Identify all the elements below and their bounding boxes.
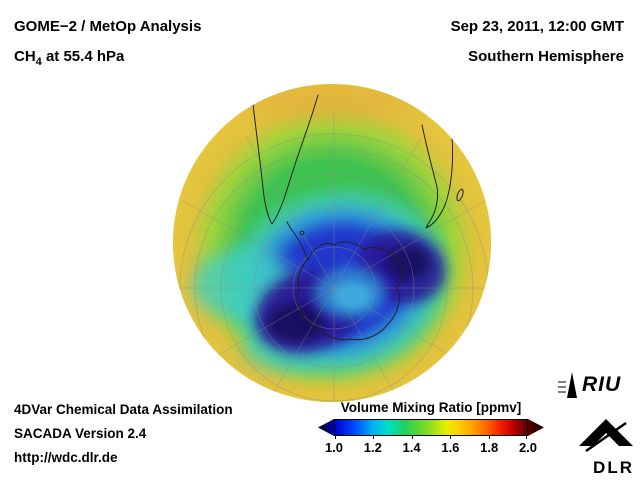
antarctic-peninsula-coastline — [286, 221, 309, 260]
colorbar-tick-labels: 1.0 1.2 1.4 1.6 1.8 2.0 — [321, 440, 541, 455]
colorbar-tickmark — [526, 435, 527, 439]
species-level-label: CH4 at 55.4 hPa — [14, 42, 201, 77]
colorbar-tick-label: 1.2 — [363, 440, 382, 455]
ch4-field — [173, 84, 491, 402]
colorbar-tickmark — [488, 435, 490, 439]
colorbar-tickmark — [335, 435, 336, 439]
colorbar-scale — [318, 419, 544, 439]
dlr-logo-text: DLR — [593, 458, 634, 477]
colorbar-underflow-arrow-icon — [318, 419, 334, 436]
data-url: http://wdc.dlr.de — [14, 450, 118, 465]
colorbar-tick-label: 1.6 — [441, 440, 460, 455]
south-america-coastline — [251, 94, 319, 225]
antarctica-coastline — [296, 241, 404, 341]
coastlines — [251, 94, 464, 341]
header-left: GOME−2 / MetOp Analysis CH4 at 55.4 hPa — [14, 12, 201, 77]
colorbar-tick-label: 2.0 — [518, 440, 538, 455]
footer-credits: 4DVar Chemical Data Assimilation SACADA … — [14, 398, 233, 470]
riu-logo-text: RIU — [582, 373, 622, 396]
colorbar-tick-label: 1.8 — [480, 440, 499, 455]
dlr-logo: DLR — [572, 418, 634, 478]
analysis-title: GOME−2 / MetOp Analysis — [14, 18, 202, 35]
hemisphere-map — [172, 83, 492, 403]
colorbar-tickmark — [411, 435, 413, 439]
riu-logo: RIU — [556, 370, 621, 400]
pressure-level: at 55.4 hPa — [41, 48, 125, 65]
riu-spire-icon — [558, 372, 577, 398]
datetime-label: Sep 23, 2011, 12:00 GMT — [450, 18, 624, 35]
header-right: Sep 23, 2011, 12:00 GMT Southern Hemisph… — [451, 12, 624, 72]
colorbar-overflow-arrow-icon — [528, 419, 544, 436]
colorbar-tick-label: 1.4 — [402, 440, 421, 455]
colorbar-tick-label: 1.0 — [324, 440, 344, 455]
colorbar-tickmark — [450, 435, 452, 439]
africa-coastline — [421, 124, 454, 229]
madagascar-coastline — [456, 188, 464, 202]
assimilation-label: 4DVar Chemical Data Assimilation — [14, 402, 233, 417]
globe-svg — [173, 84, 491, 402]
colorbar: Volume Mixing Ratio [ppmv] 1.0 1.2 1.4 1… — [318, 400, 544, 455]
species-subscript: 4 — [35, 56, 42, 68]
dlr-emblem-icon — [579, 419, 633, 453]
species-symbol: CH — [14, 48, 36, 65]
colorbar-title: Volume Mixing Ratio [ppmv] — [340, 400, 522, 415]
version-label: SACADA Version 2.4 — [14, 426, 147, 441]
hemisphere-label: Southern Hemisphere — [468, 48, 624, 65]
falkland-islands — [299, 230, 305, 236]
colorbar-tickmark — [373, 435, 375, 439]
colorbar-gradient — [334, 419, 528, 439]
